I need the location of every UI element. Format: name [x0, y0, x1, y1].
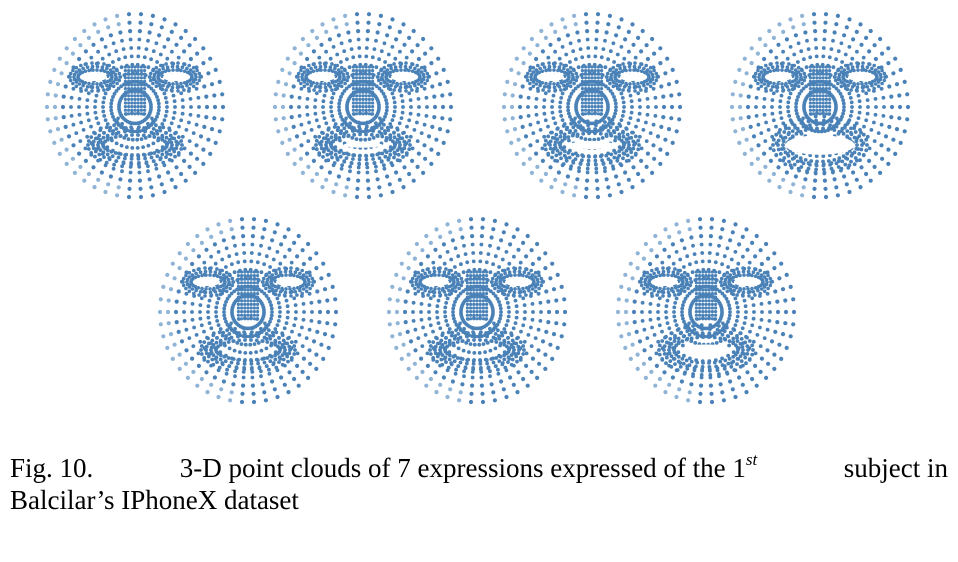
face-point-cloud-4 [729, 12, 911, 200]
caption-main: 3-D point clouds of 7 expressions expres… [179, 450, 758, 484]
caption-superscript: st [745, 450, 758, 469]
face-point-cloud-5 [157, 217, 339, 405]
caption-text-before: 3-D point clouds of 7 expressions expres… [179, 453, 746, 483]
caption-text-after: subject in [843, 453, 948, 483]
face-point-cloud-1 [44, 12, 226, 200]
caption-line-1: Fig. 10. 3-D point clouds of 7 expressio… [10, 450, 948, 484]
face-point-cloud-2 [272, 12, 454, 200]
face-point-cloud-6 [386, 217, 568, 405]
caption-line-2: Balcilar’s IPhoneX dataset [10, 485, 299, 515]
caption-label: Fig. 10. [10, 453, 94, 483]
face-point-cloud-3 [501, 12, 683, 200]
face-point-cloud-7 [615, 217, 797, 405]
face-point-cloud-grid [44, 12, 911, 405]
figure-caption: Fig. 10. 3-D point clouds of 7 expressio… [10, 450, 948, 516]
figure-point-clouds [44, 12, 911, 405]
